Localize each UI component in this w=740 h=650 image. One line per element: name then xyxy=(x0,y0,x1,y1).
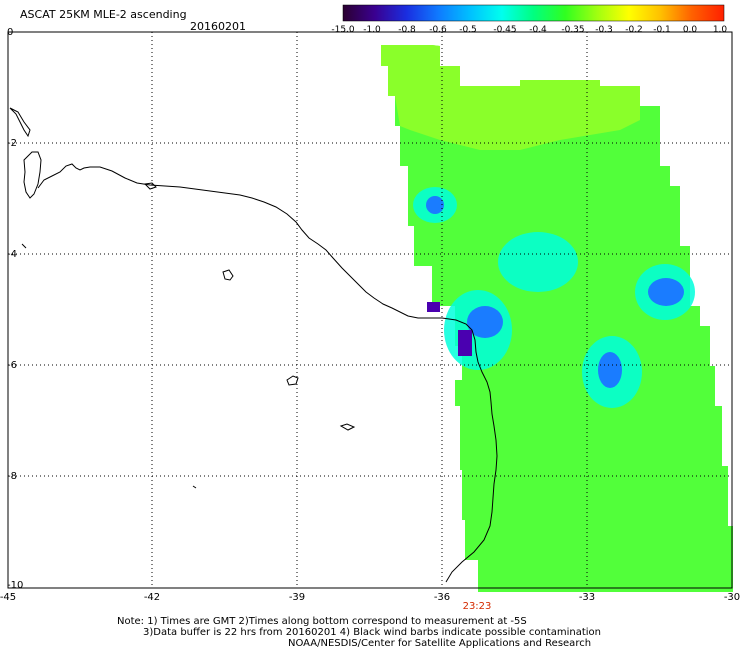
blue-patch-3 xyxy=(467,306,503,338)
lat-label-2: -2 xyxy=(7,138,17,149)
blue-patch-1 xyxy=(426,196,444,214)
map-frame xyxy=(7,31,733,589)
colorbar-label-6: -0.4 xyxy=(529,25,547,35)
colorbar-label-7: -0.35 xyxy=(561,25,585,35)
lat-label-6: -6 xyxy=(7,360,17,371)
map-date: 20160201 xyxy=(190,20,246,33)
colorbar-label-1: -1.0 xyxy=(363,25,381,35)
colorbar-label-5: -0.45 xyxy=(493,25,517,35)
colorbar-label-10: -0.1 xyxy=(653,25,671,35)
cyan-patch-2 xyxy=(498,232,578,292)
island-small-1 xyxy=(222,269,234,281)
swath-base xyxy=(381,45,733,592)
colorbar-label-4: -0.5 xyxy=(459,25,477,35)
colorbar-label-0: -15.0 xyxy=(331,25,355,35)
colorbar xyxy=(342,4,725,22)
swath-light xyxy=(381,45,640,150)
lon-label-42: -42 xyxy=(143,592,161,603)
graticule xyxy=(8,32,732,588)
colorbar-label-2: -0.8 xyxy=(398,25,416,35)
colorbar-label-11: 0.0 xyxy=(682,25,698,35)
coastline xyxy=(9,107,498,583)
lon-label-36: -36 xyxy=(433,592,451,603)
island-small-5 xyxy=(21,243,27,249)
blue-patch-4 xyxy=(598,352,622,388)
lon-label-39: -39 xyxy=(288,592,306,603)
brazil-coast xyxy=(37,163,498,583)
map-title: ASCAT 25KM MLE-2 ascending xyxy=(20,8,187,21)
amazon-delta-islands xyxy=(9,107,31,138)
marajo-island xyxy=(23,151,42,199)
island-small-3 xyxy=(339,423,356,431)
colorbar-ramp xyxy=(342,4,725,22)
island-small-6 xyxy=(192,485,197,489)
lon-label-45: -45 xyxy=(0,592,17,603)
violet-patch-2 xyxy=(427,302,440,312)
colorbar-label-9: -0.2 xyxy=(625,25,643,35)
colorbar-label-8: -0.3 xyxy=(595,25,613,35)
colorbar-label-12: 1.0 xyxy=(712,25,728,35)
colorbar-label-3: -0.6 xyxy=(429,25,447,35)
lat-label-0: 0 xyxy=(7,27,14,38)
footer-note-line1: Note: 1) Times are GMT 2)Times along bot… xyxy=(117,616,527,627)
lon-label-30: -30 xyxy=(723,592,740,603)
lat-label-4: -4 xyxy=(7,249,17,260)
footer-note-line2: 3)Data buffer is 22 hrs from 20160201 4)… xyxy=(143,627,601,638)
footer-credit: NOAA/NESDIS/Center for Satellite Applica… xyxy=(288,638,592,649)
island-small-4 xyxy=(143,182,157,190)
island-small-2 xyxy=(286,375,299,386)
pass-time-label: 23:23 xyxy=(462,601,492,612)
lon-label-33: -33 xyxy=(578,592,596,603)
lat-label-10: -10 xyxy=(7,580,24,591)
violet-patch-1 xyxy=(458,330,472,356)
lat-label-8: -8 xyxy=(7,471,17,482)
data-swath xyxy=(381,45,733,592)
blue-patch-2 xyxy=(648,278,684,306)
